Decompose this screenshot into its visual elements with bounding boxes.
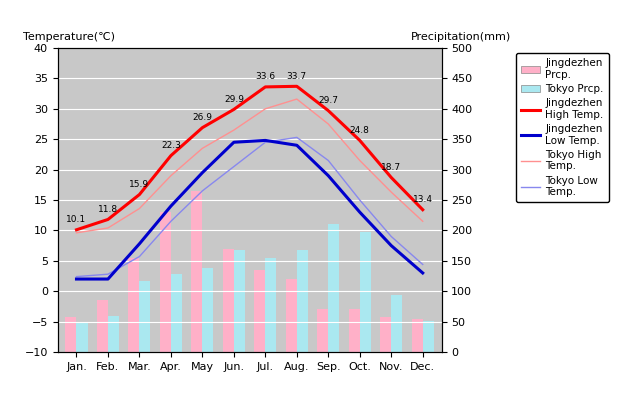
Text: 13.4: 13.4 <box>413 195 433 204</box>
Bar <box>65 317 77 352</box>
Bar <box>297 250 308 352</box>
Text: Temperature(℃): Temperature(℃) <box>23 32 115 42</box>
Bar <box>286 279 297 352</box>
Text: 11.8: 11.8 <box>98 205 118 214</box>
Bar <box>108 316 119 352</box>
Bar <box>223 249 234 352</box>
Bar <box>129 258 140 352</box>
Bar <box>317 310 328 352</box>
Text: 29.7: 29.7 <box>318 96 339 105</box>
Bar <box>412 318 422 352</box>
Bar <box>191 191 202 352</box>
Bar <box>160 212 171 352</box>
Text: 33.6: 33.6 <box>255 72 275 82</box>
Bar <box>254 270 266 352</box>
Text: 22.3: 22.3 <box>161 141 181 150</box>
Text: 26.9: 26.9 <box>193 113 212 122</box>
Legend: Jingdezhen
Prcp., Tokyo Prcp., Jingdezhen
High Temp., Jingdezhen
Low Temp., Toky: Jingdezhen Prcp., Tokyo Prcp., Jingdezhe… <box>516 53 609 202</box>
Bar <box>349 310 360 352</box>
Bar <box>380 317 391 352</box>
Text: 18.7: 18.7 <box>381 163 401 172</box>
Text: 24.8: 24.8 <box>350 126 370 135</box>
Bar <box>422 321 434 352</box>
Bar <box>97 300 108 352</box>
Bar <box>328 224 339 352</box>
Bar <box>171 274 182 352</box>
Text: 33.7: 33.7 <box>287 72 307 81</box>
Bar <box>360 232 371 352</box>
Bar <box>140 281 150 352</box>
Bar <box>234 250 245 352</box>
Bar <box>266 258 276 352</box>
Text: 15.9: 15.9 <box>129 180 150 189</box>
Text: 29.9: 29.9 <box>224 95 244 104</box>
Bar <box>202 268 213 352</box>
Bar <box>391 296 403 352</box>
Bar <box>77 323 88 352</box>
Text: Precipitation(mm): Precipitation(mm) <box>410 32 511 42</box>
Text: 10.1: 10.1 <box>67 215 86 224</box>
